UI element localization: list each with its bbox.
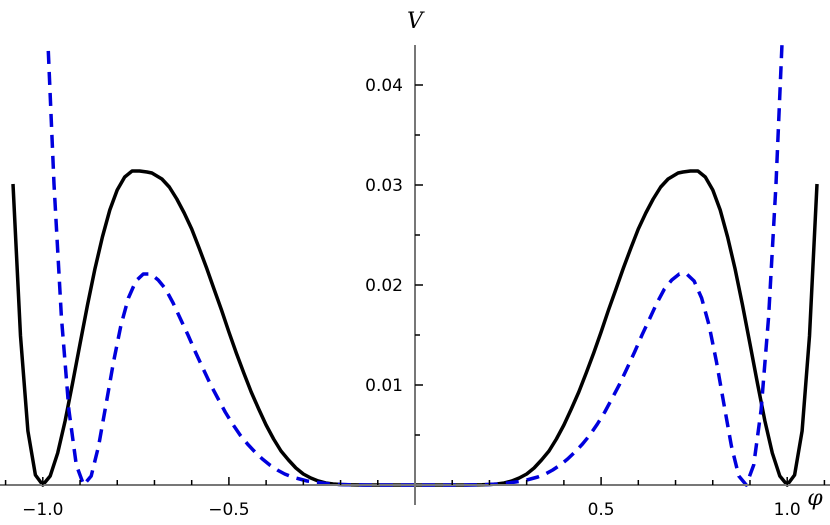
x-axis-title: φ bbox=[807, 486, 823, 511]
y-tick-label: 0.04 bbox=[365, 76, 403, 96]
x-tick-label: 1.0 bbox=[774, 500, 801, 520]
tick-layer: −1.0 −0.5 0.5 1.0 0.01 0.02 0.03 0.04 bbox=[4, 76, 826, 520]
y-tick-label: 0.03 bbox=[365, 176, 403, 196]
x-tick-label: −0.5 bbox=[208, 500, 249, 520]
y-tick-label: 0.01 bbox=[365, 376, 403, 396]
y-tick-label: 0.02 bbox=[365, 276, 403, 296]
series-dashed-line bbox=[46, 45, 784, 487]
x-tick-label: 0.5 bbox=[588, 500, 615, 520]
x-tick-label: −1.0 bbox=[22, 500, 63, 520]
y-axis-title: V bbox=[407, 9, 425, 34]
